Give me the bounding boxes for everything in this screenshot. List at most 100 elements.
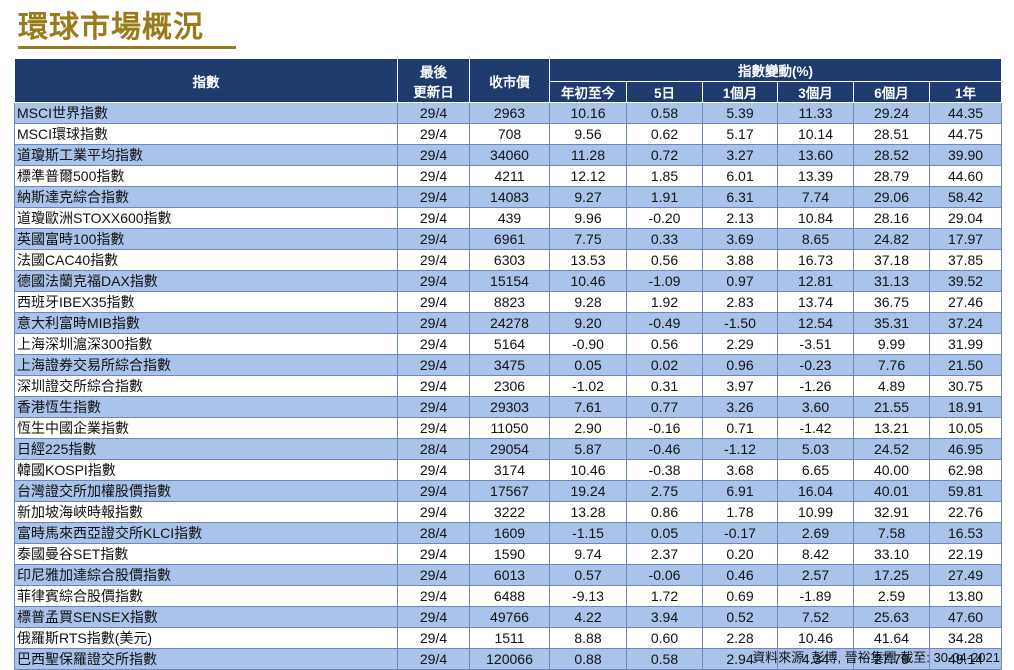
ytd-change-cell: 13.53 (549, 249, 627, 271)
last-update-cell: 29/4 (397, 333, 470, 355)
1m-change-cell: 2.28 (702, 627, 778, 649)
1m-change-cell: 6.31 (702, 186, 778, 208)
last-update-cell: 29/4 (397, 627, 470, 649)
index-name-cell: 菲律賓綜合股價指數 (14, 585, 398, 607)
3m-change-cell: -0.23 (777, 354, 854, 376)
6m-change-cell: 31.13 (853, 270, 930, 292)
1m-change-cell: 5.39 (702, 102, 778, 124)
index-name-cell: 深圳證交所綜合指數 (14, 375, 398, 397)
ytd-change-cell: 5.87 (549, 438, 627, 460)
1y-change-cell: 21.50 (928, 354, 1003, 376)
6m-change-cell: 35.31 (853, 312, 930, 334)
1m-change-cell: 3.68 (702, 459, 778, 481)
last-update-cell: 29/4 (397, 543, 470, 565)
1m-change-cell: 0.52 (702, 606, 778, 628)
5d-change-cell: 0.86 (626, 501, 703, 523)
last-update-cell: 29/4 (397, 144, 470, 166)
5d-change-cell: 0.02 (626, 354, 703, 376)
1y-change-cell: 27.49 (928, 564, 1003, 586)
6m-change-cell: 28.79 (853, 165, 930, 187)
ytd-change-cell: 8.88 (549, 627, 627, 649)
6m-change-cell: 24.52 (853, 438, 930, 460)
3m-change-cell: 13.74 (777, 291, 854, 313)
5d-change-cell: -1.09 (626, 270, 703, 292)
5d-change-cell: 3.94 (626, 606, 703, 628)
1y-change-cell: 39.90 (928, 144, 1003, 166)
6m-change-cell: 25.63 (853, 606, 930, 628)
last-update-cell: 29/4 (397, 606, 470, 628)
6m-change-cell: 37.18 (853, 249, 930, 271)
index-name-cell: 上海證券交易所綜合指數 (14, 354, 398, 376)
3m-change-cell: -3.51 (777, 333, 854, 355)
index-name-cell: 台灣證交所加權股價指數 (14, 480, 398, 502)
1m-change-cell: 5.17 (702, 123, 778, 145)
index-name-cell: 法國CAC40指數 (14, 249, 398, 271)
last-update-cell: 29/4 (397, 186, 470, 208)
5d-change-cell: -0.38 (626, 459, 703, 481)
6m-change-cell: 28.52 (853, 144, 930, 166)
6m-change-cell: 7.58 (853, 522, 930, 544)
table-row: 英國富時100指數 29/4 6961 7.75 0.33 3.69 8.65 24.82 17… (14, 228, 1003, 250)
1y-change-cell: 62.98 (928, 459, 1003, 481)
last-update-cell: 29/4 (397, 354, 470, 376)
table-row: 道瓊斯工業平均指數 29/4 34060 11.28 0.72 3.27 13.60 28.5… (14, 144, 1003, 166)
index-name-cell: 恆生中國企業指數 (14, 417, 398, 439)
5d-change-cell: 0.58 (626, 102, 703, 124)
6m-change-cell: 40.00 (853, 459, 930, 481)
header-6m: 6個月 (853, 81, 930, 103)
3m-change-cell: 12.54 (777, 312, 854, 334)
close-price-cell: 120066 (469, 648, 550, 670)
last-update-cell: 29/4 (397, 312, 470, 334)
last-update-cell: 29/4 (397, 396, 470, 418)
last-update-cell: 29/4 (397, 648, 470, 670)
index-name-cell: 印尼雅加達綜合股價指數 (14, 564, 398, 586)
ytd-change-cell: 4.22 (549, 606, 627, 628)
header-3m: 3個月 (777, 81, 854, 103)
1y-change-cell: 22.76 (928, 501, 1003, 523)
1m-change-cell: 3.97 (702, 375, 778, 397)
header-change-group: 指數變動(%) (548, 58, 1003, 82)
index-name-cell: 富時馬來西亞證交所KLCI指數 (14, 522, 398, 544)
last-update-cell: 29/4 (397, 480, 470, 502)
1m-change-cell: 3.27 (702, 144, 778, 166)
6m-change-cell: 29.06 (853, 186, 930, 208)
6m-change-cell: 13.21 (853, 417, 930, 439)
ytd-change-cell: 7.61 (549, 396, 627, 418)
3m-change-cell: 5.03 (777, 438, 854, 460)
ytd-change-cell: -1.02 (549, 375, 627, 397)
index-name-cell: 韓國KOSPI指數 (14, 459, 398, 481)
header-last-update-line1: 最後 (420, 64, 447, 80)
title-block: 環球市場概況 (18, 8, 236, 49)
table-row: 德國法蘭克福DAX指數 29/4 15154 10.46 -1.09 0.97 12.81 3… (14, 270, 1003, 292)
1y-change-cell: 46.95 (928, 438, 1003, 460)
1m-change-cell: 2.83 (702, 291, 778, 313)
close-price-cell: 29054 (469, 438, 550, 460)
table-body: MSCI世界指數 29/4 2963 10.16 0.58 5.39 11.33 29.24 4… (14, 102, 1003, 670)
1y-change-cell: 13.80 (928, 585, 1003, 607)
last-update-cell: 29/4 (397, 501, 470, 523)
ytd-change-cell: 10.16 (549, 102, 627, 124)
close-price-cell: 1590 (469, 543, 550, 565)
1m-change-cell: 3.69 (702, 228, 778, 250)
ytd-change-cell: 9.28 (549, 291, 627, 313)
table-row: 深圳證交所綜合指數 29/4 2306 -1.02 0.31 3.97 -1.26 4.89 3… (14, 375, 1003, 397)
last-update-cell: 28/4 (397, 522, 470, 544)
table-row: 標準普爾500指數 29/4 4211 12.12 1.85 6.01 13.39 28.79… (14, 165, 1003, 187)
ytd-change-cell: 19.24 (549, 480, 627, 502)
5d-change-cell: 0.60 (626, 627, 703, 649)
1m-change-cell: 0.46 (702, 564, 778, 586)
1y-change-cell: 18.91 (928, 396, 1003, 418)
close-price-cell: 439 (469, 207, 550, 229)
5d-change-cell: 0.56 (626, 249, 703, 271)
ytd-change-cell: 0.05 (549, 354, 627, 376)
6m-change-cell: 21.55 (853, 396, 930, 418)
ytd-change-cell: 12.12 (549, 165, 627, 187)
index-name-cell: 納斯達克綜合指數 (14, 186, 398, 208)
index-name-cell: 意大利富時MIB指數 (14, 312, 398, 334)
table-row: 西班牙IBEX35指數 29/4 8823 9.28 1.92 2.83 13.74 36.7… (14, 291, 1003, 313)
close-price-cell: 1609 (469, 522, 550, 544)
close-price-cell: 15154 (469, 270, 550, 292)
ytd-change-cell: 7.75 (549, 228, 627, 250)
close-price-cell: 3475 (469, 354, 550, 376)
1m-change-cell: 2.94 (702, 648, 778, 670)
